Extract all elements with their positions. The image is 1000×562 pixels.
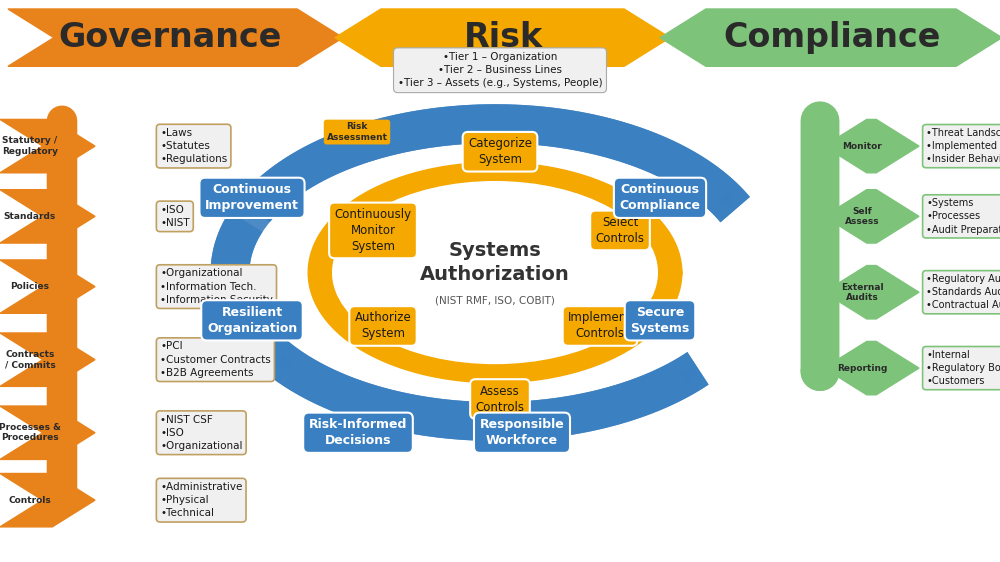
Text: Implement
Controls: Implement Controls — [568, 311, 632, 341]
Polygon shape — [660, 9, 1000, 66]
Text: •Internal
•Regulatory Bodies
•Customers: •Internal •Regulatory Bodies •Customers — [926, 350, 1000, 386]
Text: •Regulatory Audits
•Standards Audits (e.g., ISO)
•Contractual Audits (e.g., PCI): •Regulatory Audits •Standards Audits (e.… — [926, 274, 1000, 310]
Text: Reporting: Reporting — [837, 364, 887, 373]
Text: Resilient
Organization: Resilient Organization — [207, 306, 297, 335]
Polygon shape — [0, 190, 95, 243]
Text: Policies: Policies — [10, 282, 50, 291]
Text: External
Audits: External Audits — [841, 283, 883, 302]
Text: •PCI
•Customer Contracts
•B2B Agreements: •PCI •Customer Contracts •B2B Agreements — [160, 342, 271, 378]
Text: Categorize
System: Categorize System — [468, 137, 532, 166]
Text: Statutory /
Regulatory: Statutory / Regulatory — [2, 137, 58, 156]
Text: (NIST RMF, ISO, COBIT): (NIST RMF, ISO, COBIT) — [435, 296, 555, 306]
Text: Processes &
Procedures: Processes & Procedures — [0, 423, 61, 442]
Text: •Administrative
•Physical
•Technical: •Administrative •Physical •Technical — [160, 482, 242, 518]
Text: Systems: Systems — [449, 241, 541, 260]
Text: •Systems
•Processes
•Audit Preparation: •Systems •Processes •Audit Preparation — [926, 198, 1000, 234]
Text: Governance: Governance — [58, 21, 282, 54]
Text: Risk: Risk — [463, 21, 543, 54]
Polygon shape — [824, 342, 919, 395]
Text: Compliance: Compliance — [723, 21, 941, 54]
Polygon shape — [0, 260, 95, 314]
Polygon shape — [8, 9, 343, 66]
Text: Contracts
/ Commits: Contracts / Commits — [5, 350, 55, 369]
Text: Continuous
Improvement: Continuous Improvement — [205, 183, 299, 212]
Text: •Laws
•Statutes
•Regulations: •Laws •Statutes •Regulations — [160, 128, 227, 164]
Text: •Tier 1 – Organization
•Tier 2 – Business Lines
•Tier 3 – Assets (e.g., Systems,: •Tier 1 – Organization •Tier 2 – Busines… — [398, 52, 602, 88]
Polygon shape — [335, 9, 670, 66]
Polygon shape — [0, 473, 95, 527]
Polygon shape — [0, 120, 95, 173]
Text: Continuously
Monitor
System: Continuously Monitor System — [334, 208, 412, 253]
Text: Authorize
System: Authorize System — [355, 311, 411, 341]
Text: •Threat Landscape
•Implemented Controls
•Insider Behavioral Analysis: •Threat Landscape •Implemented Controls … — [926, 128, 1000, 164]
Text: Controls: Controls — [9, 496, 51, 505]
Text: Secure
Systems: Secure Systems — [630, 306, 690, 335]
Polygon shape — [824, 266, 919, 319]
Text: •Organizational
•Information Tech.
•Information Security: •Organizational •Information Tech. •Info… — [160, 269, 273, 305]
Polygon shape — [824, 120, 919, 173]
Text: Responsible
Workforce: Responsible Workforce — [480, 418, 564, 447]
Text: Monitor: Monitor — [842, 142, 882, 151]
Polygon shape — [0, 333, 95, 387]
Text: •NIST CSF
•ISO
•Organizational: •NIST CSF •ISO •Organizational — [160, 415, 242, 451]
Circle shape — [332, 181, 658, 364]
Text: •ISO
•NIST: •ISO •NIST — [160, 205, 190, 228]
Text: Continuous
Compliance: Continuous Compliance — [620, 183, 700, 212]
Text: Standards: Standards — [4, 212, 56, 221]
Text: Authorization: Authorization — [420, 265, 570, 284]
Text: Risk-Informed
Decisions: Risk-Informed Decisions — [309, 418, 407, 447]
Text: Self
Assess: Self Assess — [845, 207, 879, 226]
Text: Risk
Assessment: Risk Assessment — [326, 123, 388, 142]
Polygon shape — [0, 406, 95, 460]
Text: Assess
Controls: Assess Controls — [476, 384, 524, 414]
Text: Select
Controls: Select Controls — [596, 216, 644, 245]
Polygon shape — [824, 190, 919, 243]
